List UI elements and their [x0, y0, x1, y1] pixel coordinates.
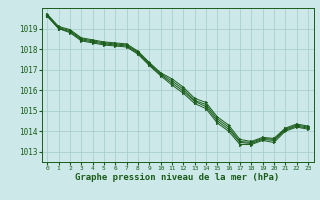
- X-axis label: Graphe pression niveau de la mer (hPa): Graphe pression niveau de la mer (hPa): [76, 173, 280, 182]
